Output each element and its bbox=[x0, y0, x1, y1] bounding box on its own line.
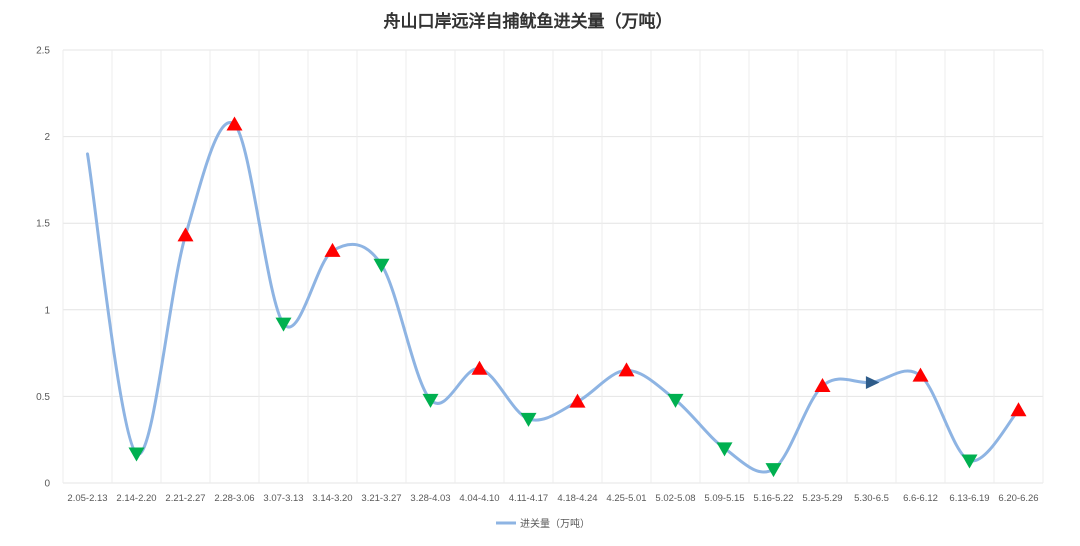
marker-up bbox=[324, 242, 341, 257]
marker-down bbox=[422, 393, 439, 408]
x-tick-label: 2.14-2.20 bbox=[116, 493, 156, 504]
y-tick-label: 1 bbox=[44, 305, 50, 316]
x-tick-label: 2.05-2.13 bbox=[67, 493, 107, 504]
x-tick-label: 5.02-5.08 bbox=[655, 493, 695, 504]
y-axis: 0 0.5 1 1.5 2 2.5 bbox=[36, 46, 50, 490]
y-tick-label: 0.5 bbox=[36, 392, 50, 403]
marker-down bbox=[667, 393, 684, 408]
x-tick-label: 4.25-5.01 bbox=[606, 493, 646, 504]
y-tick-label: 2.5 bbox=[36, 46, 50, 57]
y-tick-label: 2 bbox=[44, 132, 50, 143]
x-tick-label: 5.30-6.5 bbox=[854, 493, 889, 504]
y-tick-label: 0 bbox=[44, 479, 50, 490]
marker-up bbox=[471, 360, 488, 375]
x-tick-label: 2.21-2.27 bbox=[165, 493, 205, 504]
x-tick-label: 2.28-3.06 bbox=[214, 493, 254, 504]
x-tick-label: 5.09-5.15 bbox=[704, 493, 744, 504]
marker-up bbox=[814, 378, 831, 393]
x-tick-label: 4.18-4.24 bbox=[557, 493, 597, 504]
marker-down bbox=[716, 442, 733, 457]
y-tick-label: 1.5 bbox=[36, 219, 50, 230]
grid bbox=[62, 49, 1044, 484]
marker-up bbox=[226, 116, 243, 131]
marker-flat bbox=[865, 376, 880, 389]
marker-down bbox=[765, 463, 782, 478]
marker-up bbox=[1010, 402, 1027, 417]
x-tick-label: 6.13-6.19 bbox=[949, 493, 989, 504]
x-tick-label: 4.04-4.10 bbox=[459, 493, 499, 504]
x-tick-label: 5.23-5.29 bbox=[802, 493, 842, 504]
x-tick-label: 6.20-6.26 bbox=[998, 493, 1038, 504]
legend: 进关量（万吨） bbox=[496, 517, 590, 530]
x-tick-label: 4.11-4.17 bbox=[509, 493, 548, 504]
marker-up bbox=[177, 227, 194, 242]
legend-label: 进关量（万吨） bbox=[520, 517, 590, 530]
marker-up bbox=[618, 362, 635, 377]
x-tick-label: 3.21-3.27 bbox=[361, 493, 401, 504]
x-tick-label: 6.6-6.12 bbox=[903, 493, 938, 504]
x-tick-label: 3.07-3.13 bbox=[263, 493, 303, 504]
x-tick-label: 3.14-3.20 bbox=[312, 493, 352, 504]
marker-down bbox=[275, 317, 292, 332]
markers bbox=[128, 116, 1027, 478]
marker-up bbox=[912, 367, 929, 382]
marker-down bbox=[961, 454, 978, 469]
marker-down bbox=[128, 447, 145, 462]
x-tick-label: 5.16-5.22 bbox=[753, 493, 793, 504]
marker-down bbox=[373, 258, 390, 273]
marker-down bbox=[520, 412, 537, 427]
x-axis: 2.05-2.13 2.14-2.20 2.21-2.27 2.28-3.06 3.07… bbox=[67, 493, 1038, 504]
x-tick-label: 3.28-4.03 bbox=[410, 493, 450, 504]
chart-title: 舟山口岸远洋自捕鱿鱼进关量（万吨） bbox=[384, 11, 673, 32]
marker-up bbox=[569, 393, 586, 408]
